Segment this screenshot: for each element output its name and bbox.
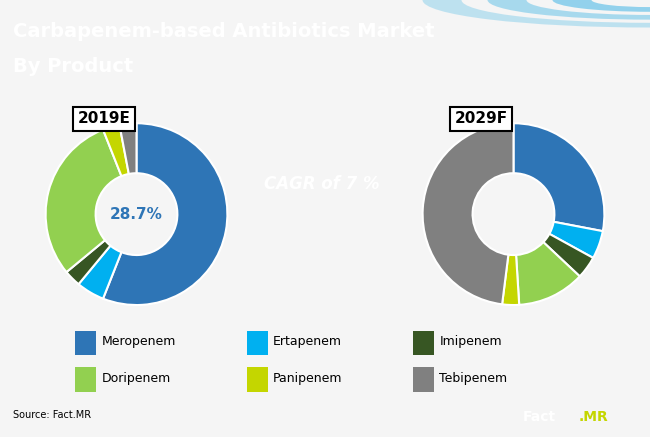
Wedge shape: [549, 222, 603, 258]
Bar: [247, 331, 268, 355]
Text: By Product: By Product: [13, 57, 133, 76]
Text: Tebipenem: Tebipenem: [439, 372, 508, 385]
Wedge shape: [79, 246, 122, 298]
Text: Ertapenem: Ertapenem: [273, 335, 342, 348]
Text: Imipenem: Imipenem: [439, 335, 502, 348]
Bar: [75, 331, 96, 355]
Wedge shape: [120, 123, 136, 174]
Wedge shape: [502, 255, 519, 305]
Wedge shape: [516, 242, 580, 305]
Text: CAGR of 7 %: CAGR of 7 %: [264, 174, 380, 193]
Bar: [413, 331, 434, 355]
Wedge shape: [66, 240, 110, 284]
Wedge shape: [422, 0, 650, 28]
Text: Panipenem: Panipenem: [273, 372, 343, 385]
Text: .MR: .MR: [578, 410, 608, 424]
Wedge shape: [422, 123, 514, 304]
Wedge shape: [46, 130, 122, 272]
Wedge shape: [488, 0, 650, 20]
Bar: [247, 368, 268, 392]
Text: Doripenem: Doripenem: [101, 372, 171, 385]
Text: 2019E: 2019E: [77, 111, 130, 126]
Text: 28.7%: 28.7%: [110, 207, 163, 222]
Wedge shape: [543, 234, 593, 276]
Bar: [413, 368, 434, 392]
Text: Carbapenem-based Antibiotics Market: Carbapenem-based Antibiotics Market: [13, 22, 434, 41]
Text: Fact: Fact: [523, 410, 556, 424]
Text: Meropenem: Meropenem: [101, 335, 176, 348]
Wedge shape: [514, 123, 604, 231]
Text: Source: Fact.MR: Source: Fact.MR: [13, 410, 91, 420]
Wedge shape: [103, 123, 228, 305]
Text: 2029F: 2029F: [454, 111, 508, 126]
Wedge shape: [552, 0, 650, 12]
Bar: [75, 368, 96, 392]
Wedge shape: [103, 125, 129, 176]
